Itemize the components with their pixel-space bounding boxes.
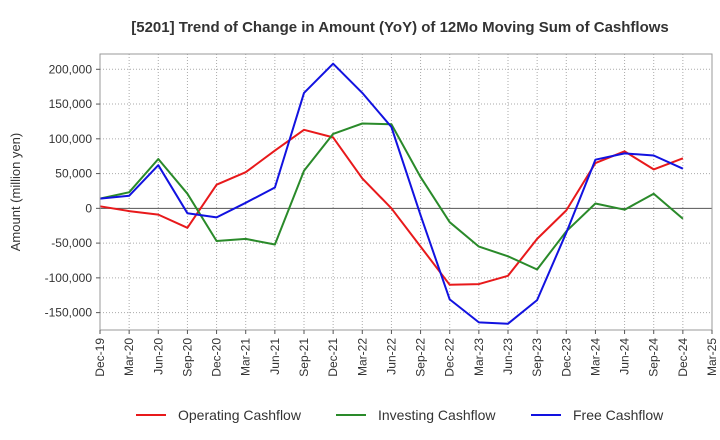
x-tick-label: Jun-24 [618,338,632,375]
x-axis-ticks: Dec-19 Mar-20 Jun-20 Sep-20 Dec-20 Mar-21 Jun-… [93,330,719,377]
series-lines [99,62,684,325]
series-line-operating-cashflow [99,128,684,286]
x-tick-label: Sep-21 [297,338,311,377]
y-tick-label: -150,000 [45,306,93,320]
series-line-investing-cashflow [99,122,684,271]
x-tick-label: Mar-23 [472,338,486,376]
y-tick-label: -100,000 [45,271,93,285]
x-tick-label: Mar-21 [239,338,253,376]
grid-lines [100,54,712,330]
legend-label-investing-cashflow: Investing Cashflow [378,407,496,423]
x-tick-label: Mar-24 [588,338,602,376]
legend-label-free-cashflow: Free Cashflow [573,407,664,423]
x-tick-label: Jun-21 [268,338,282,375]
y-tick-label: 100,000 [49,132,93,146]
x-tick-label: Jun-23 [501,338,515,375]
plot-border [99,53,713,331]
legend: Operating Cashflow Investing Cashflow Free… [136,407,664,423]
x-tick-label: Mar-25 [705,338,719,376]
x-tick-label: Dec-19 [93,338,107,377]
x-tick-label: Jun-20 [151,338,165,375]
plot-area [100,54,712,330]
y-tick-label: 150,000 [49,97,93,111]
y-tick-label: -50,000 [51,236,92,250]
y-tick-label: 50,000 [55,167,92,181]
y-tick-label: 0 [85,201,92,215]
x-tick-label: Mar-22 [355,338,369,376]
x-tick-label: Dec-23 [559,338,573,377]
legend-label-operating-cashflow: Operating Cashflow [178,407,302,423]
series-line-free-cashflow [99,62,684,325]
x-tick-label: Sep-24 [647,338,661,377]
x-tick-label: Dec-24 [676,338,690,377]
x-tick-label: Sep-20 [180,338,194,377]
x-tick-label: Dec-20 [210,338,224,377]
x-tick-label: Dec-22 [443,338,457,377]
x-tick-label: Sep-23 [530,338,544,377]
y-axis-ticks: 200,000 150,000 100,000 50,000 0 -50,000 -100,… [45,62,100,320]
y-tick-label: 200,000 [49,62,93,76]
x-tick-label: Dec-21 [326,338,340,377]
x-tick-label: Sep-22 [414,338,428,377]
x-tick-label: Mar-20 [122,338,136,376]
chart-title: [5201] Trend of Change in Amount (YoY) o… [131,19,669,36]
y-axis-label: Amount (million yen) [8,133,23,252]
x-tick-label: Jun-22 [384,338,398,375]
